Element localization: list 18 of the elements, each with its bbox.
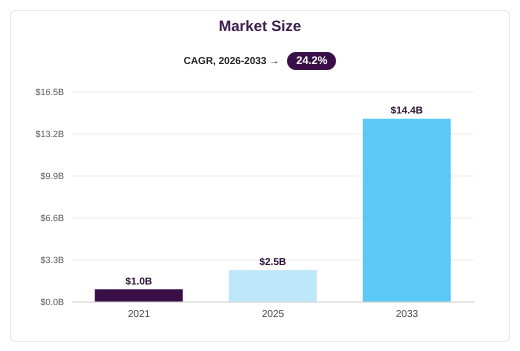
x-tick-label: 2021: [128, 309, 151, 320]
bar: [94, 289, 183, 302]
bar: [362, 118, 451, 302]
data-label: $14.4B: [390, 106, 423, 117]
bar: [228, 270, 317, 302]
data-label: $2.5B: [259, 257, 286, 268]
x-tick-label: 2033: [396, 309, 419, 320]
y-tick-label: $3.3B: [40, 255, 64, 266]
y-tick-label: $13.2B: [35, 129, 64, 140]
y-tick-label: $9.9B: [40, 171, 64, 182]
y-tick-label: $6.6B: [40, 213, 64, 224]
text: 24.2%: [287, 52, 336, 70]
chart-title: Market Size: [218, 18, 302, 35]
data-label: $1.0B: [125, 276, 152, 288]
y-tick-label: $0.0B: [40, 297, 64, 308]
chart-subtitle: CAGR, 2026-2033 →: [184, 56, 280, 66]
y-tick-label: $16.5B: [35, 87, 64, 98]
x-tick-label: 2025: [262, 309, 285, 320]
